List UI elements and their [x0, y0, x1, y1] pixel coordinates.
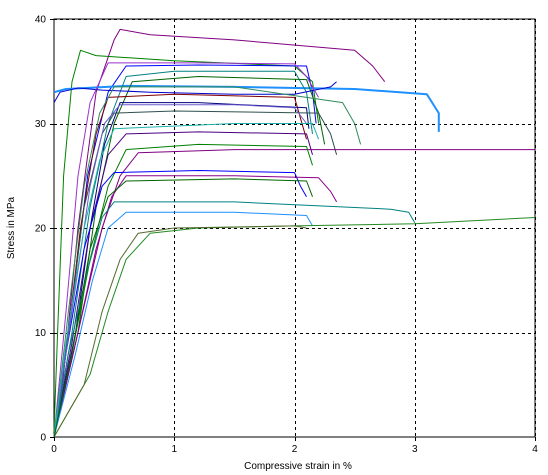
- y-tick-label: 10: [35, 328, 47, 339]
- series-line-14: [53, 175, 338, 438]
- x-axis-title: Compressive strain in %: [244, 461, 352, 472]
- y-tick-label: 0: [40, 433, 46, 444]
- y-tick-label: 40: [35, 15, 47, 26]
- series-line-21: [53, 86, 362, 438]
- series-layer: [53, 28, 536, 438]
- series-line-22: [53, 104, 307, 438]
- x-tick-label: 2: [292, 444, 298, 455]
- series-line-19: [53, 81, 337, 103]
- series-line-10: [53, 131, 313, 438]
- series-line-9: [53, 110, 338, 438]
- y-tick-label: 30: [35, 119, 47, 130]
- series-line-15: [53, 201, 416, 438]
- series-line-18: [53, 225, 307, 438]
- x-tick-label: 1: [171, 444, 177, 455]
- series-line-16: [53, 211, 313, 438]
- series-line-20: [53, 62, 320, 438]
- y-axis-title: Stress in MPa: [6, 196, 17, 259]
- series-line-23: [53, 123, 320, 438]
- series-line-13: [53, 170, 307, 438]
- y-tick-label: 20: [35, 224, 47, 235]
- series-line-17: [53, 217, 536, 438]
- series-line-24: [53, 178, 313, 438]
- series-line-8: [53, 102, 310, 438]
- grid-layer: [54, 19, 536, 437]
- series-line-11: [53, 149, 535, 438]
- x-tick-label: 0: [51, 444, 57, 455]
- x-tick-label: 4: [532, 444, 538, 455]
- x-tick-label: 3: [412, 444, 418, 455]
- series-line-5: [53, 70, 313, 438]
